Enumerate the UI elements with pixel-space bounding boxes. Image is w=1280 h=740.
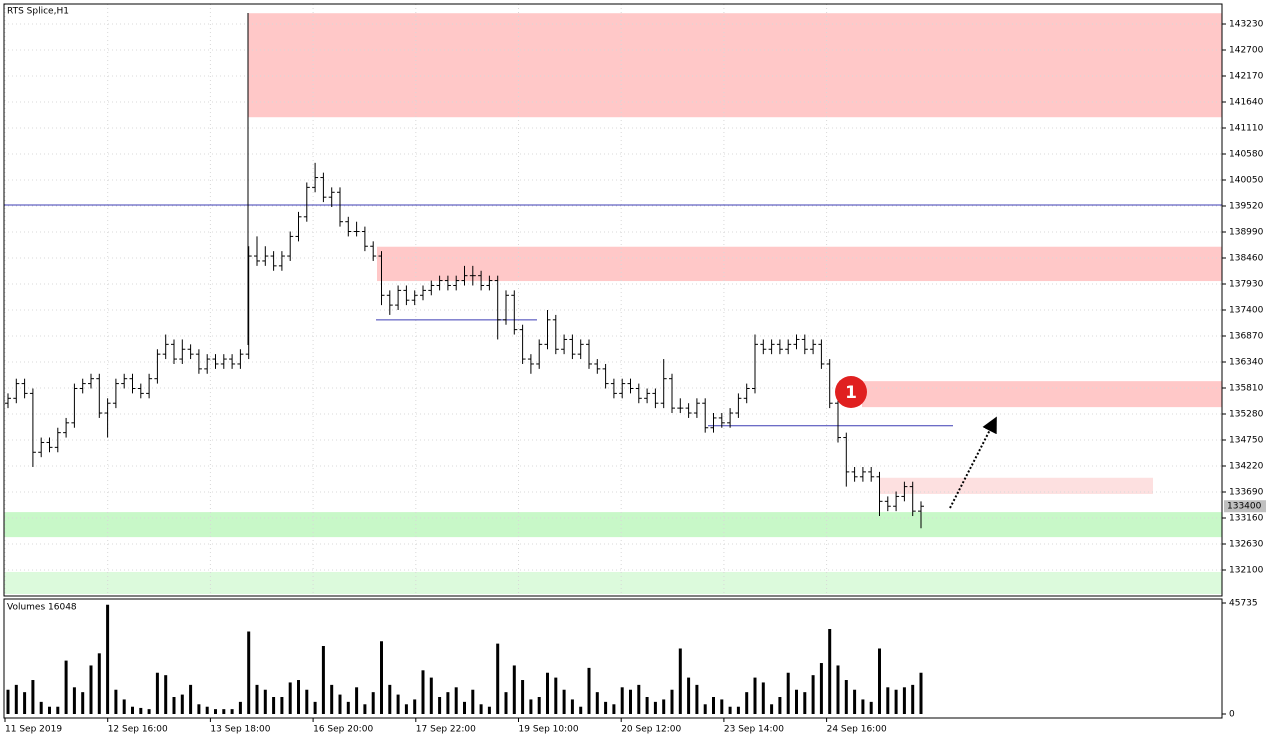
y-tick-label: 136870: [1229, 332, 1264, 342]
marks: [4, 162, 1222, 714]
x-tick-label: 19 Sep 10:00: [519, 725, 579, 735]
y-tick-label: 133690: [1229, 488, 1264, 498]
y-tick-label: 133160: [1229, 514, 1264, 524]
x-tick-label: 16 Sep 20:00: [313, 725, 373, 735]
y-tick-label: 138460: [1229, 254, 1264, 264]
volume-tick-label: 0: [1229, 710, 1235, 720]
chart-title: RTS Splice,H1: [7, 7, 69, 17]
zone: [377, 246, 1222, 282]
x-tick-label: 13 Sep 18:00: [210, 725, 270, 735]
zone: [4, 512, 1222, 538]
y-tick-label: 137400: [1229, 306, 1264, 316]
grid: [4, 4, 1222, 596]
annotation-label: 1: [845, 383, 857, 403]
arrow: [949, 416, 997, 509]
y-tick-label: 137930: [1229, 280, 1264, 290]
y-tick-label: 143230: [1229, 20, 1264, 30]
last-price-label: 133400: [1227, 502, 1262, 512]
x-tick-label: 12 Sep 16:00: [108, 725, 168, 735]
y-tick-label: 139520: [1229, 202, 1264, 212]
y-tick-label: 141640: [1229, 98, 1264, 108]
x-tick-label: 20 Sep 12:00: [621, 725, 681, 735]
x-tick-label: 17 Sep 22:00: [416, 725, 476, 735]
zone: [4, 571, 1222, 595]
annotation-badge: [835, 376, 867, 408]
y-tick-label: 135810: [1229, 384, 1264, 394]
y-tick-label: 132630: [1229, 540, 1264, 550]
zone: [862, 381, 1222, 408]
y-tick-label: 135280: [1229, 410, 1264, 420]
y-tick-label: 138990: [1229, 228, 1264, 238]
x-tick-label: 11 Sep 2019: [5, 725, 62, 735]
last-price-box: [1224, 500, 1266, 513]
y-tick-label: 140580: [1229, 150, 1264, 160]
zone: [248, 13, 1222, 118]
y-tick-label: 134220: [1229, 462, 1264, 472]
x-tick-label: 23 Sep 14:00: [724, 725, 784, 735]
y-tick-label: 140050: [1229, 176, 1264, 186]
zones: [4, 13, 1222, 595]
y-tick-label: 142700: [1229, 46, 1264, 56]
price-pane-frame: [3, 3, 1223, 597]
y-tick-label: 141110: [1229, 124, 1264, 134]
volume-tick-label: 45735: [1229, 599, 1258, 609]
zone: [880, 477, 1153, 494]
x-tick-label: 24 Sep 16:00: [827, 725, 887, 735]
y-tick-label: 134750: [1229, 436, 1264, 446]
volume-label: Volumes 16048: [7, 603, 77, 613]
y-tick-label: 132100: [1229, 566, 1264, 576]
y-tick-label: 136340: [1229, 358, 1264, 368]
y-tick-label: 142170: [1229, 72, 1264, 82]
volume-pane-frame: [3, 598, 1223, 719]
